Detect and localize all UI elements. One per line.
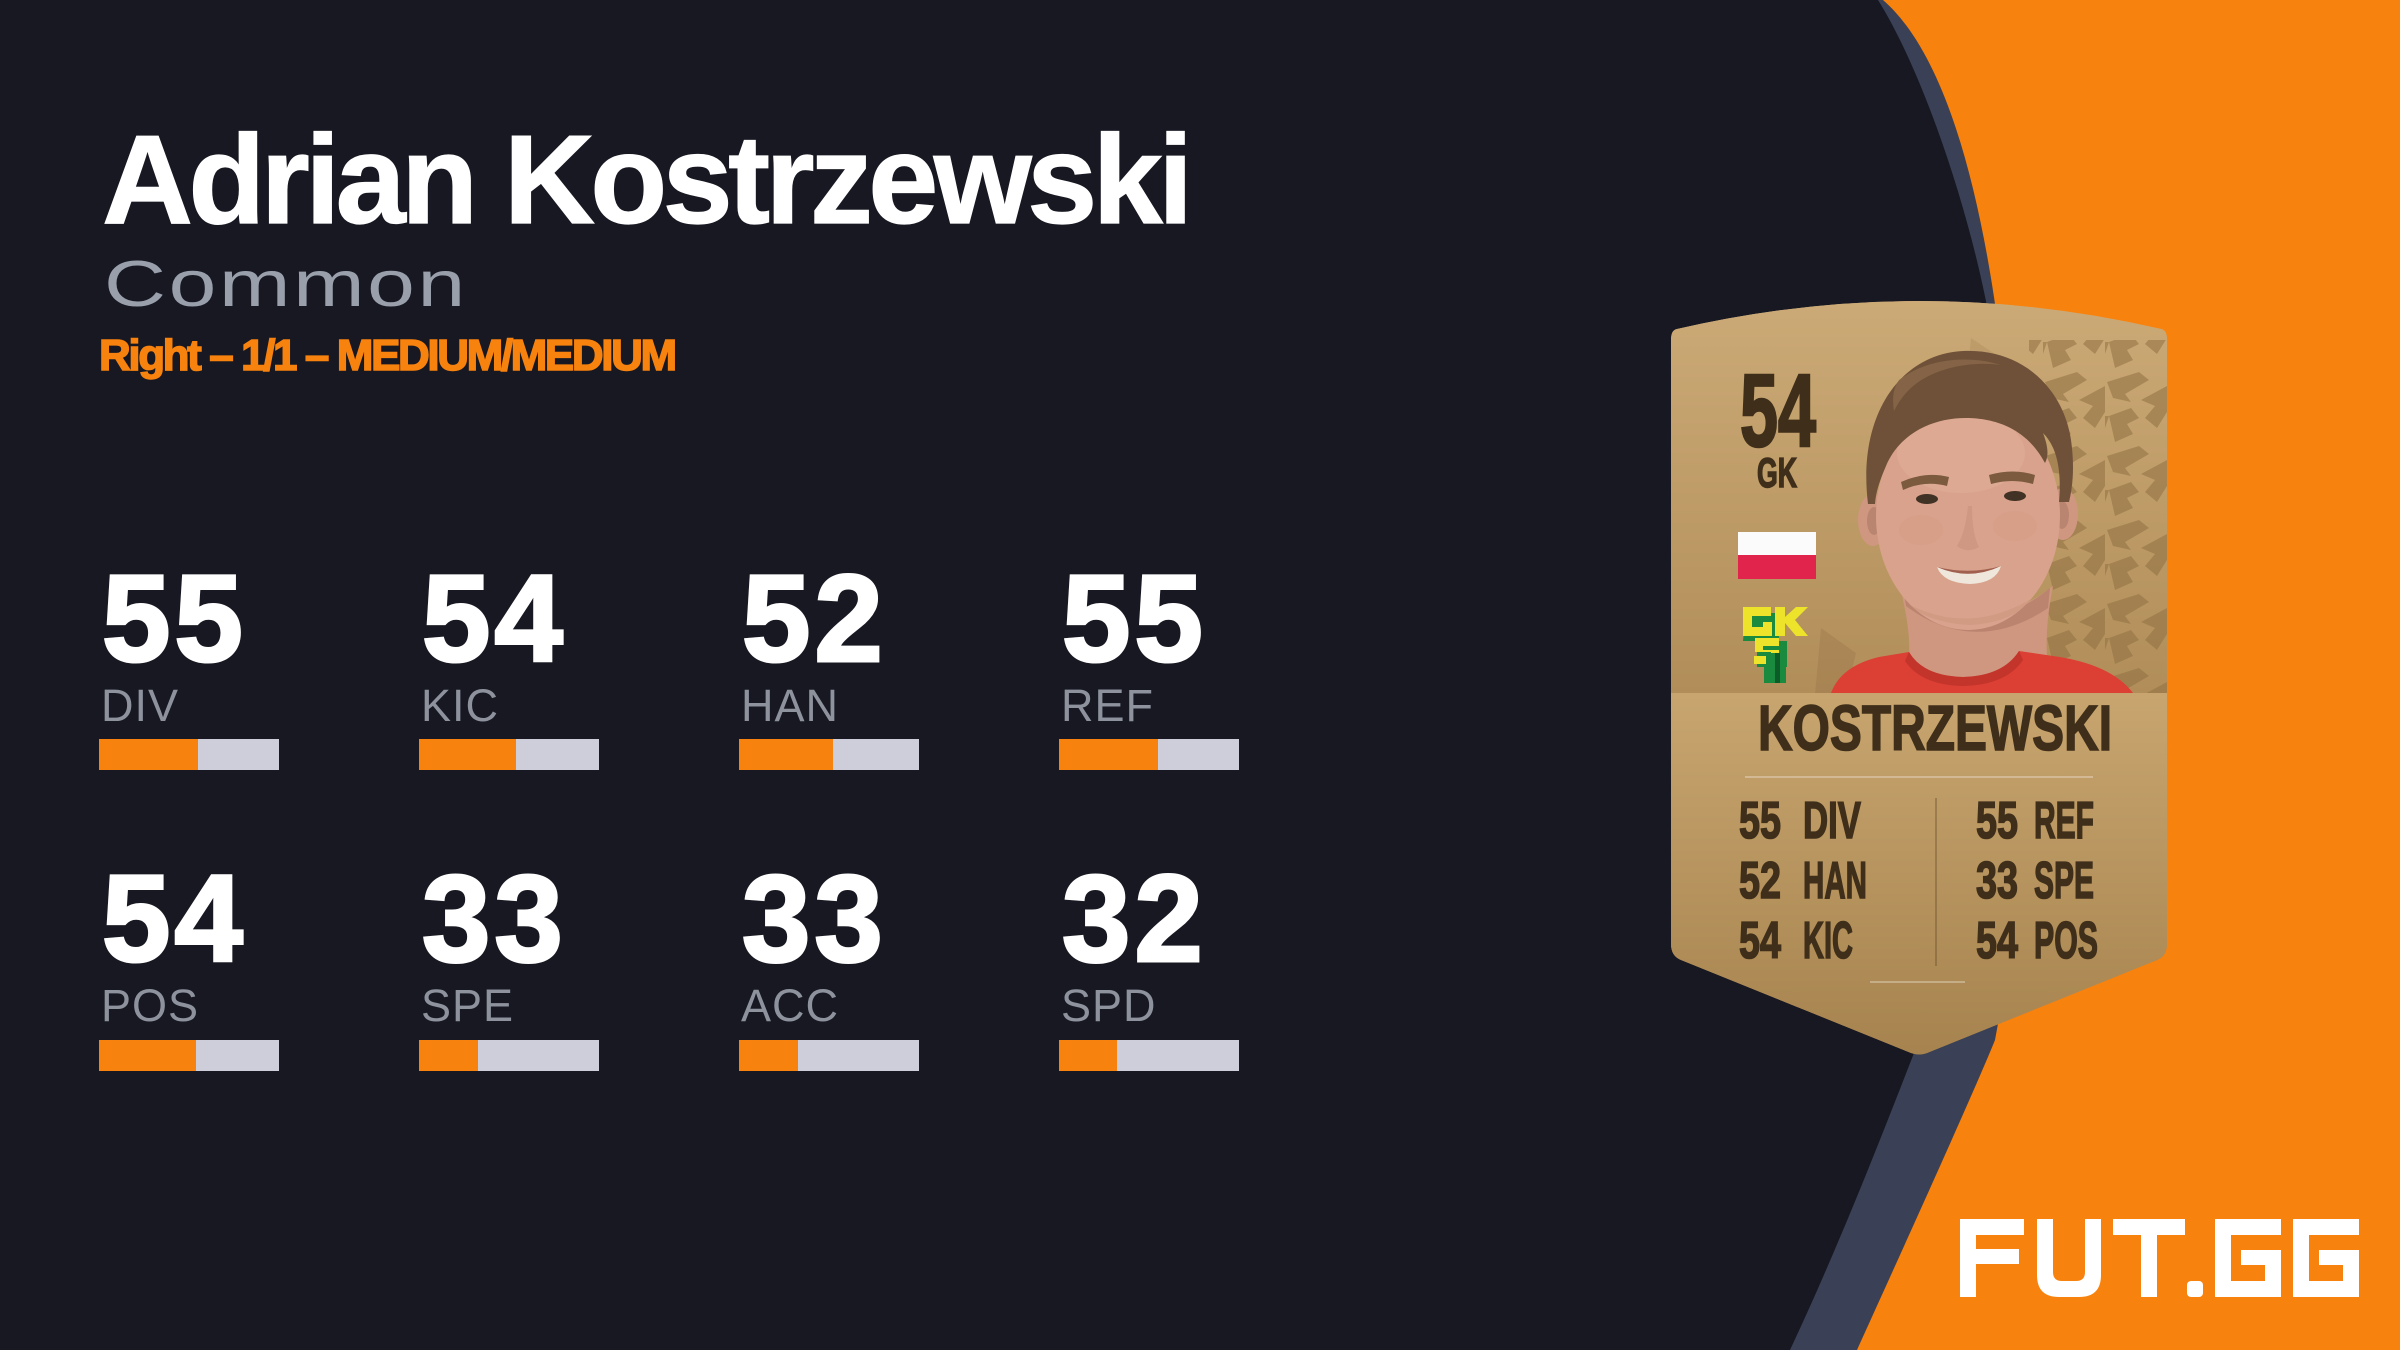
svg-text:REF: REF (2034, 792, 2094, 850)
svg-text:33: 33 (1976, 852, 2018, 910)
svg-text:HAN: HAN (1803, 852, 1867, 910)
svg-text:POS: POS (2034, 912, 2098, 970)
svg-text:54: 54 (1740, 353, 1816, 468)
svg-text:GK: GK (1757, 449, 1797, 496)
svg-text:52: 52 (1739, 852, 1781, 910)
svg-text:54: 54 (1739, 912, 1781, 970)
svg-text:54: 54 (1976, 912, 2018, 970)
svg-text:SPE: SPE (2034, 852, 2094, 910)
svg-text:55: 55 (1739, 792, 1781, 850)
svg-text:KOSTRZEWSKI: KOSTRZEWSKI (1758, 692, 2112, 764)
svg-text:55: 55 (1976, 792, 2018, 850)
svg-text:KIC: KIC (1803, 912, 1853, 970)
svg-text:DIV: DIV (1803, 792, 1861, 850)
